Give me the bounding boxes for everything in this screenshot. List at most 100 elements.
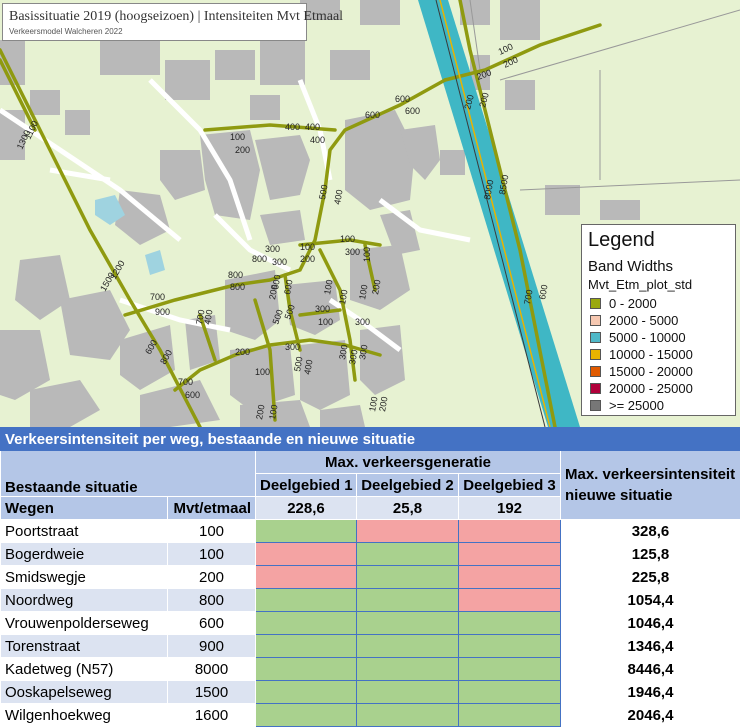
- result-value: 328,6: [561, 520, 740, 543]
- subarea-cell-red: [459, 566, 561, 589]
- legend-swatch: [590, 366, 601, 377]
- subarea-cell-red: [256, 543, 357, 566]
- subarea-cell-green: [459, 704, 561, 727]
- subarea-cell-green: [357, 612, 459, 635]
- map-label: 100: [340, 234, 355, 244]
- table-caption: Verkeersintensiteit per weg, bestaande e…: [1, 428, 740, 451]
- col-road-header: Wegen: [1, 497, 168, 520]
- subarea-cell-green: [256, 589, 357, 612]
- legend-item: 5000 - 10000: [588, 329, 729, 346]
- map-view[interactable]: 1100 1300 1200 1500 700 900 600 800 700 …: [0, 0, 740, 427]
- subarea-cell-red: [256, 566, 357, 589]
- road-volume: 8000: [168, 658, 256, 681]
- map-label: 800: [252, 254, 267, 264]
- legend-label: 0 - 2000: [609, 296, 657, 311]
- subarea-cell-green: [459, 612, 561, 635]
- result-header-line2: nieuwe situatie: [565, 487, 736, 504]
- map-label: 700: [150, 292, 165, 302]
- road-name: Smidswegje: [1, 566, 168, 589]
- subarea-cell-green: [256, 520, 357, 543]
- road-volume: 1500: [168, 681, 256, 704]
- legend-swatch: [590, 400, 601, 411]
- road-volume: 1600: [168, 704, 256, 727]
- legend-item: 0 - 2000: [588, 295, 729, 312]
- map-label: 800: [228, 270, 243, 280]
- col-volume-header: Mvt/etmaal: [168, 497, 256, 520]
- legend-item: 2000 - 5000: [588, 312, 729, 329]
- map-label: 300: [272, 257, 287, 267]
- subarea-cell-red: [459, 543, 561, 566]
- legend-swatch: [590, 332, 601, 343]
- result-value: 1946,4: [561, 681, 740, 704]
- result-value: 1054,4: [561, 589, 740, 612]
- legend-label: 15000 - 20000: [609, 364, 693, 379]
- road-name: Noordweg: [1, 589, 168, 612]
- map-label: 400: [310, 135, 325, 145]
- road-name: Bogerdweie: [1, 543, 168, 566]
- map-label: 400: [285, 122, 300, 132]
- map-label: 300: [315, 304, 330, 314]
- legend-label: >= 25000: [609, 398, 664, 413]
- subarea-cell-green: [357, 658, 459, 681]
- map-label: 100: [362, 247, 372, 262]
- legend-subtitle: Band Widths: [588, 258, 729, 275]
- subarea-cell-green: [256, 612, 357, 635]
- map-label: 100: [230, 132, 245, 142]
- legend-label: 20000 - 25000: [609, 381, 693, 396]
- legend-item: >= 25000: [588, 397, 729, 414]
- map-label: 600: [185, 390, 200, 400]
- legend-panel: Legend Band Widths Mvt_Etm_plot_std 0 - …: [581, 224, 736, 416]
- map-label: 300: [265, 244, 280, 254]
- legend-field: Mvt_Etm_plot_std: [588, 277, 729, 292]
- map-label: 900: [155, 307, 170, 317]
- map-title: Basissituatie 2019 (hoogseizoen) | Inten…: [9, 9, 300, 25]
- legend-swatch: [590, 383, 601, 394]
- map-label: 500: [317, 184, 329, 201]
- subarea-cell-green: [256, 635, 357, 658]
- road-volume: 200: [168, 566, 256, 589]
- map-label: 100: [318, 317, 333, 327]
- subarea-cell-green: [256, 704, 357, 727]
- subarea-cell-green: [459, 635, 561, 658]
- canal-line-a: [436, 0, 545, 427]
- subarea-cell-red: [357, 520, 459, 543]
- legend-swatch: [590, 349, 601, 360]
- map-label: 100: [497, 41, 515, 56]
- road-volume: 100: [168, 520, 256, 543]
- existing-header: Bestaande situatie: [1, 451, 256, 497]
- road-volume: 600: [168, 612, 256, 635]
- legend-item: 10000 - 15000: [588, 346, 729, 363]
- road-name: Kadetweg (N57): [1, 658, 168, 681]
- map-label: 300: [285, 342, 300, 352]
- map-label: 400: [332, 189, 344, 206]
- result-header-line1: Max. verkeersintensiteit: [565, 466, 736, 483]
- map-label: 300: [355, 317, 370, 327]
- result-header: Max. verkeersintensiteit nieuwe situatie: [561, 451, 740, 520]
- map-label: 400: [305, 122, 320, 132]
- subarea-value: 228,6: [256, 497, 357, 520]
- subarea-cell-green: [357, 589, 459, 612]
- map-label: 700: [178, 377, 193, 387]
- map-subtitle: Verkeersmodel Walcheren 2022: [9, 27, 300, 36]
- road-name: Poortstraat: [1, 520, 168, 543]
- road-name: Torenstraat: [1, 635, 168, 658]
- result-value: 1046,4: [561, 612, 740, 635]
- road-volume: 100: [168, 543, 256, 566]
- group-header: Max. verkeersgeneratie: [256, 451, 561, 474]
- subarea-value: 25,8: [357, 497, 459, 520]
- subarea-cell-green: [256, 658, 357, 681]
- subarea-cell-green: [256, 681, 357, 704]
- road-name: Ooskapelseweg: [1, 681, 168, 704]
- subarea-cell-green: [357, 543, 459, 566]
- legend-swatch: [590, 315, 601, 326]
- map-label: 100: [300, 242, 315, 252]
- map-label: 600: [537, 284, 549, 301]
